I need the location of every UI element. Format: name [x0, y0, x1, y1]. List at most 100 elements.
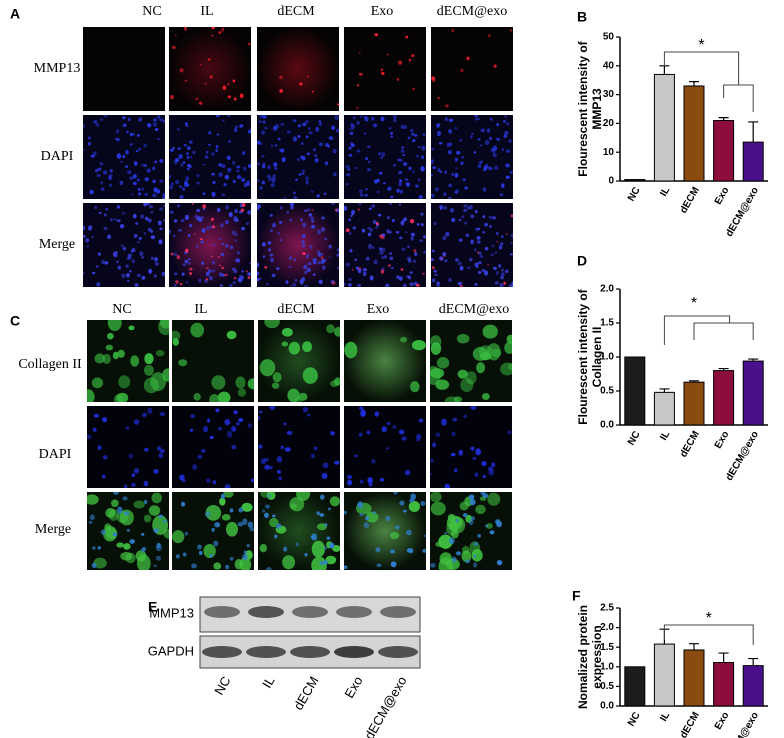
cell-blob [247, 180, 250, 184]
cell-blob [431, 193, 435, 198]
cell-blob [357, 501, 364, 509]
cell-blob [206, 478, 211, 483]
cell-blob [324, 237, 327, 241]
cell-blob [474, 248, 477, 252]
cell-blob [312, 261, 317, 265]
cell-blob [477, 533, 481, 538]
cell-blob [100, 181, 104, 185]
cell-blob [163, 218, 165, 222]
cell-blob [136, 178, 140, 182]
cell-blob [448, 537, 455, 545]
micrograph-glow [169, 203, 251, 287]
cell-blob [326, 536, 331, 540]
cell-blob [97, 252, 102, 256]
cell-blob [261, 155, 265, 158]
cell-blob [412, 87, 416, 90]
cell-blob [383, 255, 388, 259]
cell-blob [373, 179, 379, 184]
cell-blob [499, 283, 504, 287]
cell-blob [269, 517, 279, 528]
cell-blob [478, 161, 482, 165]
x-tick-label: Exo [713, 710, 732, 731]
cell-blob [178, 185, 183, 188]
cell-blob [285, 280, 289, 285]
cell-blob [476, 236, 481, 240]
cell-blob [184, 214, 189, 220]
cell-blob [463, 414, 468, 419]
cell-blob [267, 165, 271, 170]
cell-blob [407, 258, 412, 263]
cell-blob [312, 273, 316, 276]
cell-blob [396, 275, 400, 280]
cell-blob [348, 232, 352, 236]
cell-blob [510, 242, 513, 245]
cell-blob [454, 173, 459, 178]
cell-blob [146, 168, 151, 173]
micrograph-bg [430, 406, 512, 488]
cell-blob [259, 142, 263, 145]
cell-blob [229, 556, 234, 561]
cell-blob [431, 174, 433, 177]
cell-blob [151, 492, 162, 504]
cell-blob [176, 254, 181, 260]
cell-blob [443, 205, 448, 210]
cell-blob [334, 377, 340, 386]
cell-blob [117, 349, 125, 358]
cell-blob [93, 119, 98, 124]
cell-blob [135, 550, 147, 562]
micrograph [431, 27, 513, 111]
cell-blob [261, 242, 266, 247]
x-tick-label: Exo [713, 185, 732, 206]
cell-blob [269, 466, 273, 469]
cell-blob [119, 224, 125, 229]
cell-blob [439, 170, 443, 173]
cell-blob [389, 252, 393, 255]
error-bar [748, 358, 759, 362]
cell-blob [204, 155, 209, 159]
cell-blob [392, 115, 397, 119]
cell-blob [304, 553, 308, 557]
cell-blob [217, 255, 220, 259]
cell-blob [116, 153, 122, 159]
cell-blob [234, 232, 238, 237]
cell-blob [503, 134, 508, 138]
cell-blob [330, 431, 335, 436]
cell-blob [449, 142, 453, 146]
cell-blob [123, 511, 130, 516]
cell-blob [135, 149, 139, 153]
cell-blob [366, 430, 371, 435]
error-bar [718, 117, 729, 121]
cell-blob [417, 145, 421, 149]
cell-blob [326, 144, 330, 148]
cell-blob [454, 190, 459, 194]
cell-blob [201, 449, 206, 453]
cell-blob [321, 265, 326, 270]
cell-blob [472, 562, 478, 568]
cell-blob [348, 146, 352, 150]
cell-blob [225, 564, 230, 570]
cell-blob [228, 168, 232, 171]
cell-blob [346, 173, 351, 177]
cell-blob [131, 473, 135, 477]
cell-blob [215, 115, 220, 118]
cell-blob [313, 154, 318, 157]
cell-blob [277, 232, 281, 235]
cell-blob [408, 501, 421, 513]
cell-blob [441, 418, 447, 426]
cell-blob [221, 514, 231, 521]
cell-blob [475, 264, 479, 269]
cell-blob [178, 359, 188, 367]
cell-blob [401, 146, 405, 149]
blot-band [336, 606, 372, 618]
cell-blob [373, 259, 378, 265]
cell-blob [455, 518, 459, 523]
cell-blob [140, 547, 146, 553]
cell-blob [259, 544, 268, 553]
cell-blob [421, 223, 424, 227]
cell-blob [496, 240, 499, 243]
bar [713, 120, 735, 182]
cell-blob [353, 116, 356, 119]
cell-blob [399, 500, 405, 506]
y-tick-label: 0 [608, 176, 614, 187]
cell-blob [366, 511, 379, 523]
